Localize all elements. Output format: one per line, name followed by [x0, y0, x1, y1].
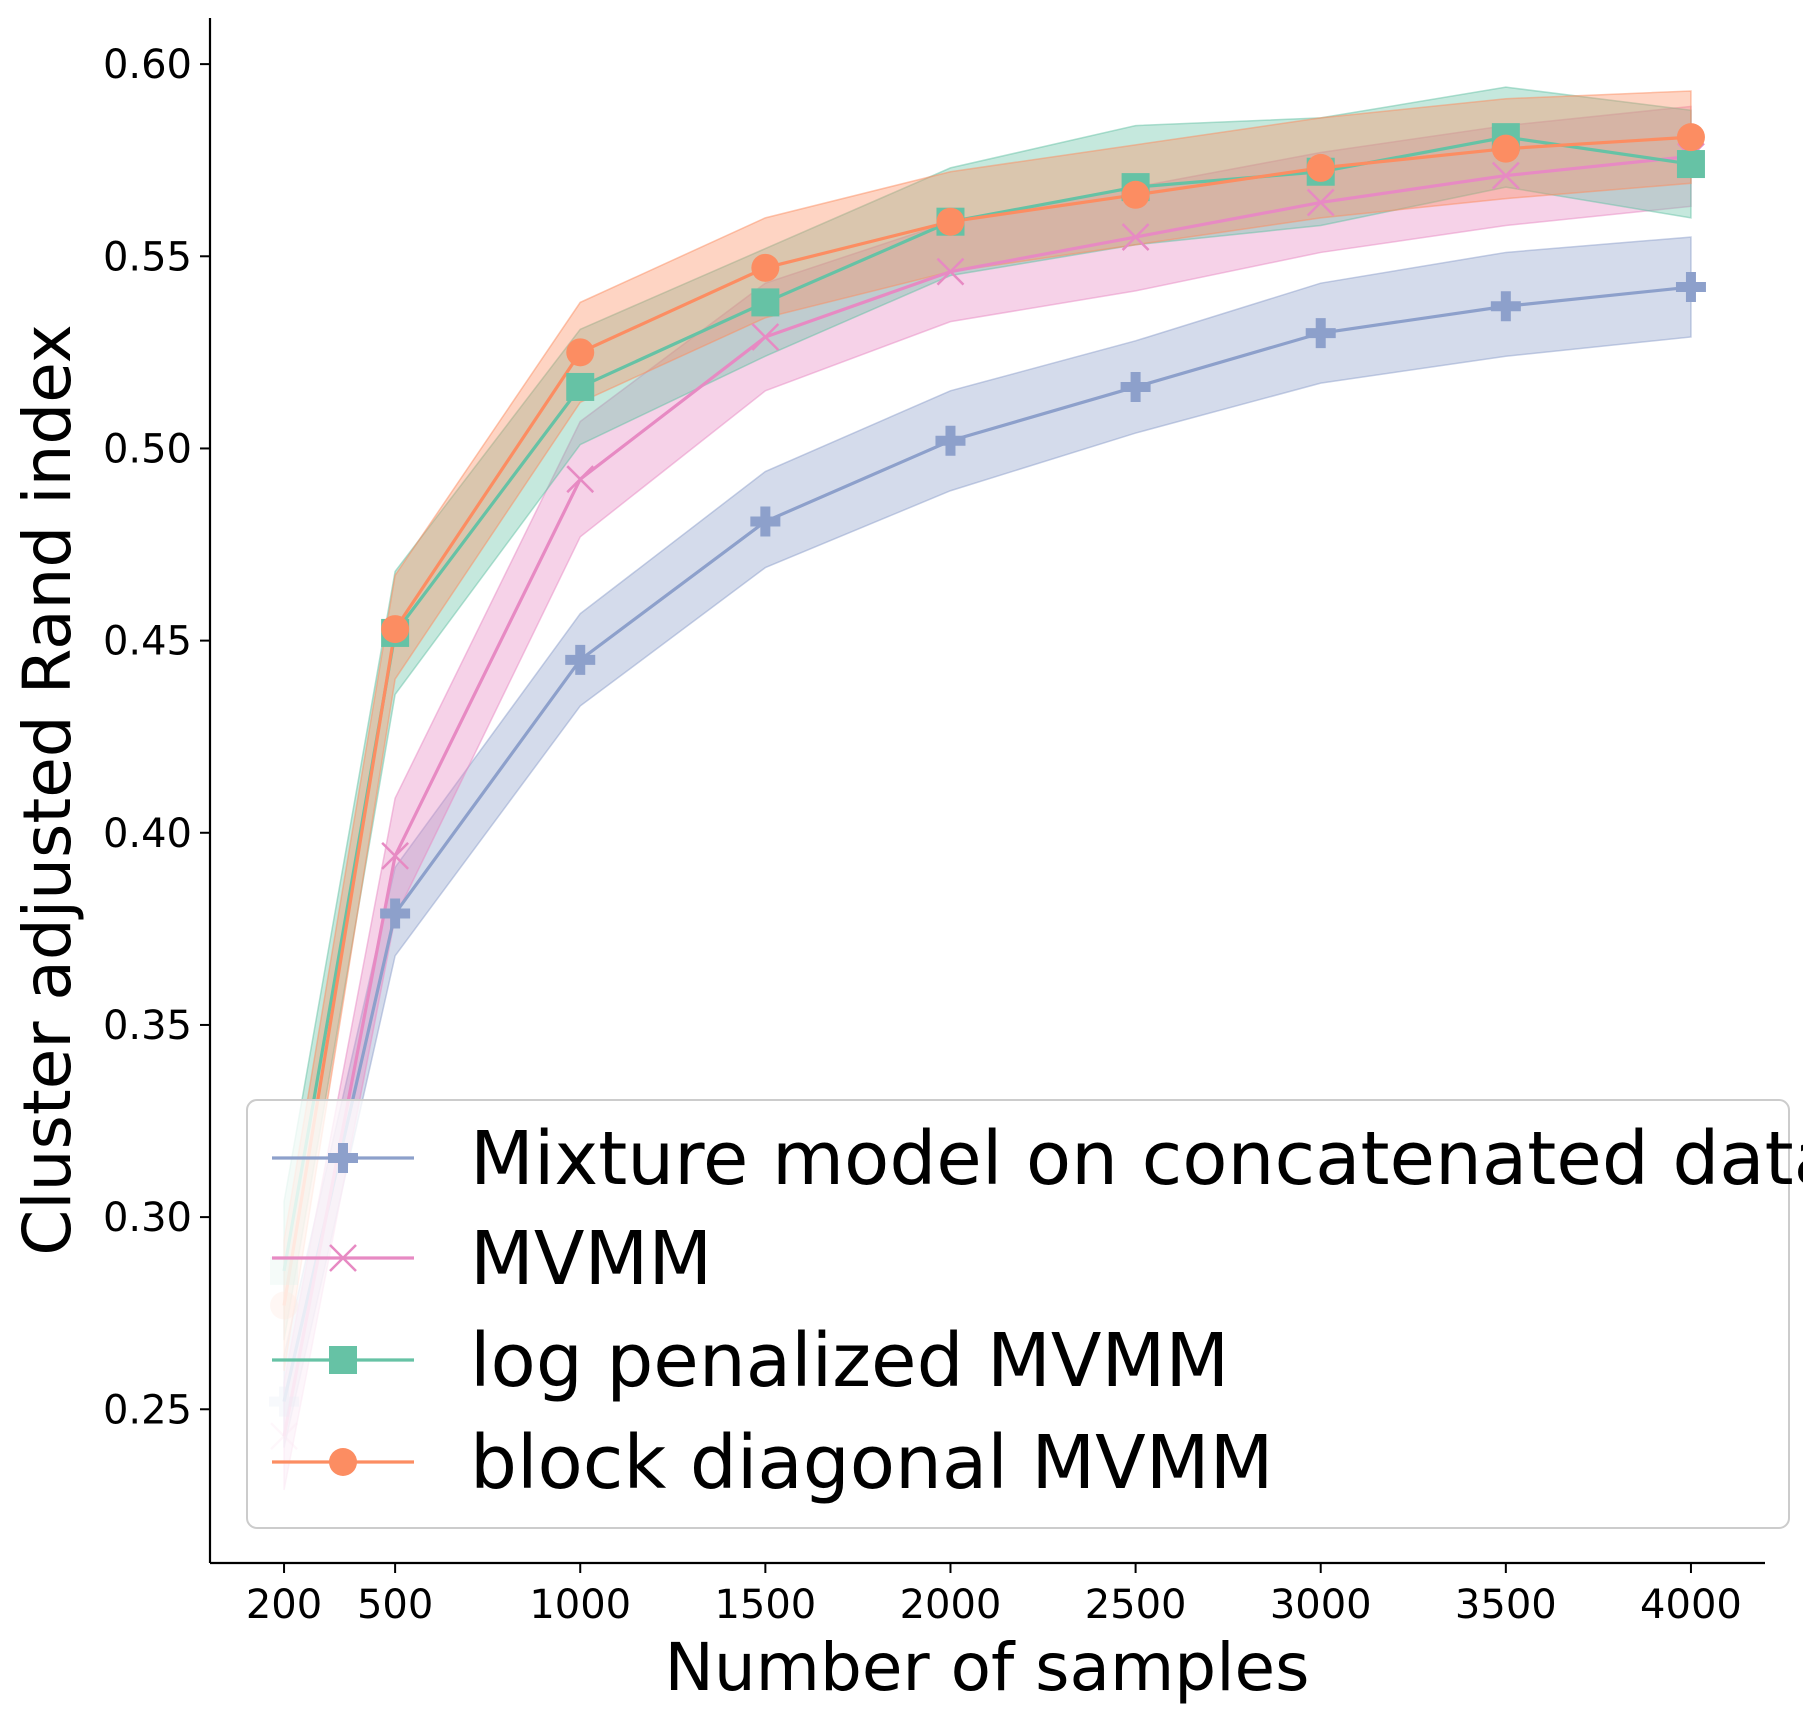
y-tick-label: 0.50	[103, 426, 192, 472]
marker-mixture-model-on-concatenated-data	[1675, 272, 1706, 303]
marker-block-diagonal-mvmm	[1491, 134, 1520, 163]
x-tick-label: 2000	[900, 1582, 1002, 1628]
y-axis-title: Cluster adjusted Rand index	[9, 324, 86, 1256]
legend-frame	[246, 1099, 1790, 1529]
marker-mixture-model-on-concatenated-data	[1305, 318, 1336, 349]
marker-mixture-model-on-concatenated-data	[935, 425, 966, 456]
marker-mvmm	[1121, 223, 1150, 251]
marker-mvmm	[566, 465, 595, 494]
legend-marker-mixture-model-on-concatenated-data	[328, 1143, 358, 1173]
legend-label-mixture-model-on-concatenated-data: Mixture model on concatenated data	[470, 1116, 1803, 1202]
marker-block-diagonal-mvmm	[381, 615, 410, 644]
marker-block-diagonal-mvmm	[751, 253, 780, 282]
marker-block-diagonal-mvmm	[1121, 180, 1150, 209]
band-log-penalized-mvmm	[283, 86, 1692, 1341]
marker-mixture-model-on-concatenated-data	[380, 898, 411, 929]
legend-marker-block-diagonal-mvmm	[329, 1448, 357, 1476]
legend-marker-log-penalized-mvmm	[329, 1346, 357, 1374]
marker-mvmm	[381, 841, 410, 870]
confidence-bands	[283, 86, 1692, 1491]
marker-block-diagonal-mvmm	[1306, 153, 1335, 182]
legend: Mixture model on concatenated data MVMM lo…	[246, 1099, 1803, 1529]
marker-mixture-model-on-concatenated-data	[1120, 371, 1151, 402]
marker-mixture-model-on-concatenated-data	[750, 506, 781, 537]
x-tick-label: 1000	[529, 1582, 631, 1628]
y-tick-label: 0.55	[103, 234, 192, 280]
x-tick-label: 200	[246, 1582, 322, 1628]
x-axis-title: Number of samples	[664, 1629, 1309, 1706]
y-tick-label: 0.35	[103, 1003, 192, 1049]
marker-mvmm	[936, 257, 965, 286]
x-tick-label: 3500	[1455, 1582, 1557, 1628]
marker-mvmm	[751, 323, 780, 351]
y-tick-label: 0.40	[103, 811, 192, 857]
legend-label-block-diagonal-mvmm: block diagonal MVMM	[470, 1420, 1274, 1506]
marker-mixture-model-on-concatenated-data	[565, 644, 596, 675]
marker-log-penalized-mvmm	[566, 372, 595, 401]
x-tick-label: 500	[357, 1582, 433, 1628]
y-tick-label: 0.30	[103, 1195, 192, 1241]
x-tick-label: 3000	[1270, 1582, 1372, 1628]
x-tick-label: 2500	[1085, 1582, 1187, 1628]
legend-label-log-penalized-mvmm: log penalized MVMM	[470, 1318, 1229, 1404]
marker-mvmm	[1306, 188, 1335, 217]
y-ticks: 0.25 0.30 0.35 0.40 0.45 0.50 0.55 0.60	[103, 42, 210, 1433]
y-tick-label: 0.60	[103, 42, 192, 88]
marker-mixture-model-on-concatenated-data	[1490, 291, 1521, 322]
marker-log-penalized-mvmm	[1676, 150, 1705, 179]
marker-block-diagonal-mvmm	[566, 338, 595, 367]
marker-log-penalized-mvmm	[751, 288, 780, 317]
legend-label-mvmm: MVMM	[470, 1216, 712, 1302]
marker-block-diagonal-mvmm	[1676, 123, 1705, 152]
legend-marker-mvmm	[329, 1244, 357, 1272]
x-ticks: 200 500 1000 1500 2000 2500 3000 3500 4000	[246, 1563, 1742, 1628]
y-tick-label: 0.45	[103, 619, 192, 665]
marker-block-diagonal-mvmm	[936, 207, 965, 236]
x-tick-label: 1500	[714, 1582, 816, 1628]
y-tick-label: 0.25	[103, 1387, 192, 1433]
marker-mvmm	[1491, 161, 1520, 190]
x-tick-label: 4000	[1640, 1582, 1742, 1628]
band-block-diagonal-mvmm	[283, 90, 1692, 1371]
band-mixture-model-on-concatenated-data	[283, 236, 1692, 1448]
